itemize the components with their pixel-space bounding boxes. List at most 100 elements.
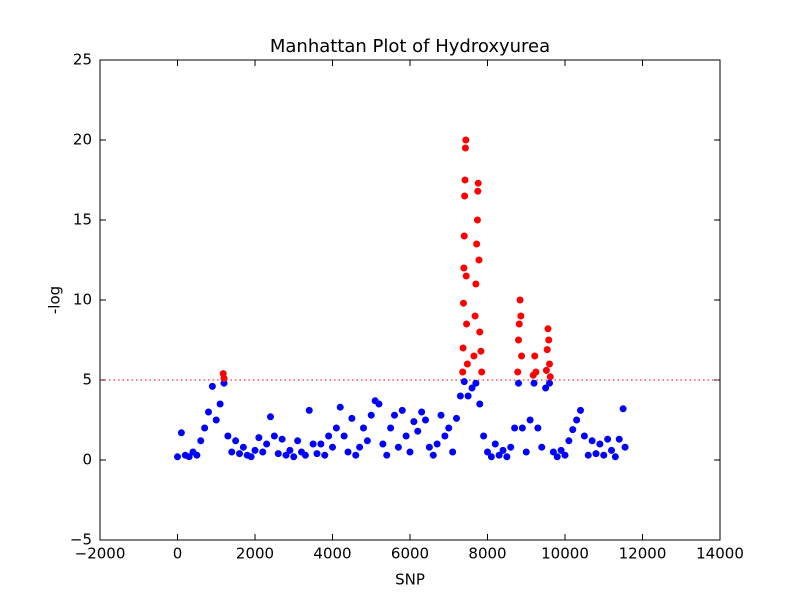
data-point: [553, 453, 561, 461]
data-point: [472, 280, 480, 288]
data-point: [503, 453, 511, 461]
data-point: [329, 443, 336, 451]
data-point: [546, 360, 553, 368]
x-tick-label: 8000: [468, 545, 506, 563]
data-point: [410, 418, 418, 426]
data-point: [480, 432, 488, 440]
data-point: [360, 424, 367, 432]
data-point: [367, 411, 375, 419]
y-tick-label: 5: [82, 371, 92, 389]
data-point: [414, 427, 422, 435]
data-point: [511, 424, 519, 432]
data-point: [459, 299, 467, 307]
data-point: [542, 384, 550, 392]
data-point: [545, 336, 553, 344]
data-point: [387, 424, 395, 432]
y-tick-label: 20: [73, 131, 92, 149]
data-point: [290, 453, 298, 461]
data-point: [301, 451, 309, 459]
data-point: [239, 443, 247, 451]
data-point: [619, 405, 627, 413]
data-point: [518, 424, 526, 432]
data-point: [208, 382, 216, 390]
data-point: [255, 434, 263, 442]
data-point: [534, 424, 542, 432]
data-point: [461, 176, 469, 184]
data-point: [546, 379, 553, 387]
data-point: [538, 443, 546, 451]
y-axis-label: -log: [46, 286, 64, 314]
data-point: [468, 384, 476, 392]
data-point: [600, 451, 608, 459]
data-point: [484, 448, 491, 456]
data-point: [526, 416, 534, 424]
data-point: [544, 325, 552, 333]
data-point: [532, 368, 540, 376]
data-point: [274, 450, 282, 458]
data-point: [456, 392, 464, 400]
data-point: [383, 451, 391, 459]
data-point: [573, 416, 581, 424]
data-point: [441, 432, 449, 440]
data-point: [398, 406, 406, 414]
x-axis-label: SNP: [395, 571, 425, 589]
data-point: [232, 437, 240, 445]
data-point: [473, 240, 481, 248]
data-point: [197, 437, 205, 445]
data-point: [437, 411, 445, 419]
data-point: [325, 432, 333, 440]
data-point: [495, 451, 503, 459]
y-tick-label: 0: [82, 451, 92, 469]
data-point: [474, 187, 482, 195]
data-point: [461, 192, 469, 200]
data-point: [460, 232, 468, 240]
data-point: [224, 432, 232, 440]
y-tick-label: −5: [70, 531, 92, 549]
data-point: [472, 379, 480, 387]
data-point: [352, 451, 360, 459]
data-point: [433, 440, 441, 448]
data-point: [514, 368, 522, 376]
data-point: [477, 347, 485, 355]
data-point: [278, 435, 286, 443]
data-point: [463, 360, 471, 368]
data-point: [379, 440, 387, 448]
data-point: [604, 435, 612, 443]
data-point: [577, 406, 584, 414]
data-point: [460, 264, 468, 272]
data-point: [475, 256, 483, 264]
data-point: [321, 451, 329, 459]
data-point: [251, 446, 259, 454]
x-tick-label: 14000: [696, 545, 744, 563]
data-point: [515, 379, 522, 387]
data-point: [286, 446, 294, 454]
data-point: [422, 416, 429, 424]
data-point: [177, 429, 185, 437]
x-tick-label: −2000: [75, 545, 126, 563]
data-point: [344, 448, 352, 456]
x-tick-label: 0: [173, 545, 183, 563]
data-point: [336, 403, 344, 411]
data-point: [473, 216, 481, 224]
data-point: [220, 374, 228, 382]
data-point: [515, 336, 522, 344]
data-point: [615, 435, 623, 443]
x-tick-label: 12000: [619, 545, 667, 563]
data-point: [557, 446, 565, 454]
y-tick-label: 25: [73, 51, 92, 69]
data-point: [507, 443, 515, 451]
data-point: [212, 416, 220, 424]
data-point: [309, 440, 317, 448]
data-point: [348, 414, 356, 422]
data-point: [270, 432, 278, 440]
data-point: [332, 424, 340, 432]
data-point: [621, 443, 629, 451]
data-point: [478, 368, 486, 376]
data-point: [596, 440, 604, 448]
data-point: [201, 424, 209, 432]
data-point: [530, 379, 538, 387]
data-point: [267, 413, 274, 421]
data-point: [580, 432, 588, 440]
data-point: [549, 448, 557, 456]
data-point: [449, 448, 457, 456]
